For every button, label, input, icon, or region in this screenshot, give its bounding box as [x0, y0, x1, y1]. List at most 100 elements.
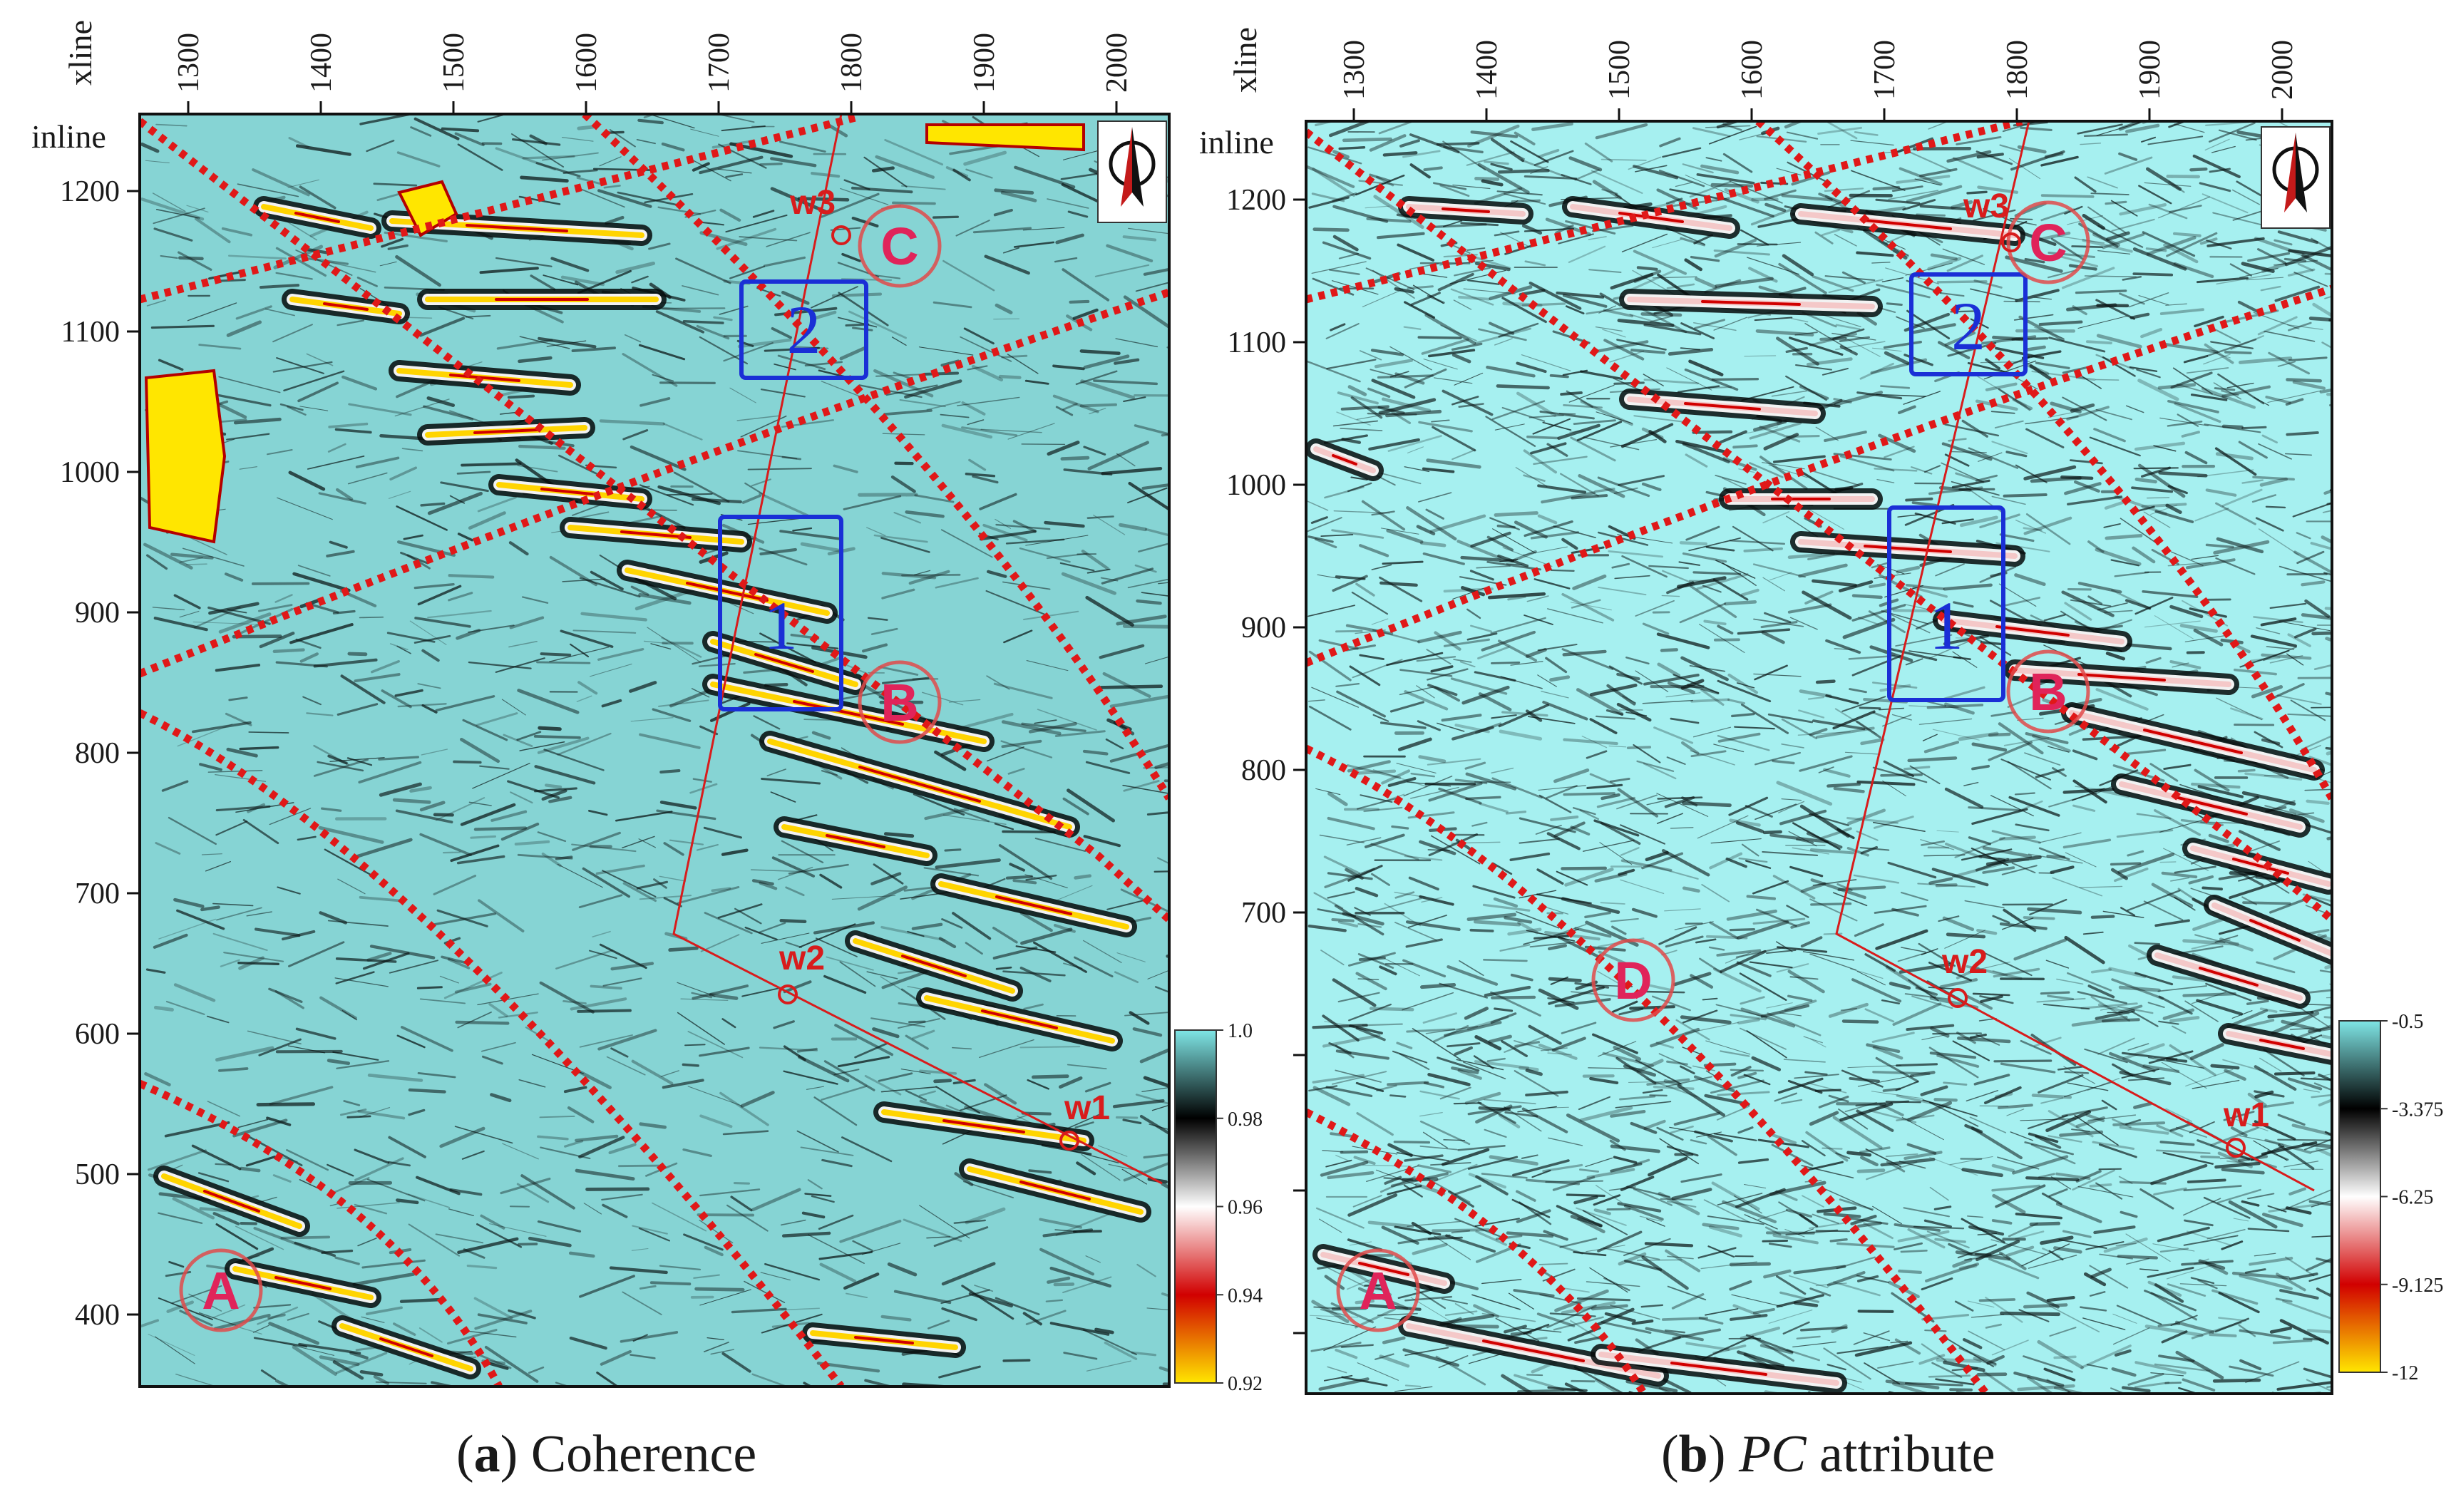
texture-streak	[478, 899, 525, 932]
texture-streak	[1308, 196, 1350, 209]
texture-streak	[2172, 662, 2189, 668]
well-trajectory	[1835, 121, 2315, 1192]
texture-streak	[1970, 318, 1989, 329]
texture-streak	[1494, 230, 1520, 237]
texture-streak	[257, 1306, 299, 1325]
texture-streak	[496, 339, 553, 350]
texture-streak	[1419, 1146, 1458, 1151]
texture-streak	[1335, 1154, 1351, 1162]
texture-streak	[2006, 1109, 2025, 1116]
texture-streak	[1584, 142, 1613, 163]
texture-streak	[2080, 1306, 2107, 1312]
texture-streak	[1576, 688, 1624, 716]
texture-streak	[1397, 737, 1432, 751]
texture-streak	[1976, 928, 1998, 935]
texture-streak	[2328, 319, 2332, 322]
texture-streak	[2321, 535, 2332, 544]
texture-streak	[1988, 1258, 2040, 1280]
texture-streak	[2125, 123, 2160, 133]
texture-streak	[1690, 750, 1735, 766]
texture-streak	[1793, 1265, 1846, 1275]
texture-streak	[1779, 1012, 1802, 1017]
texture-streak	[1899, 962, 1953, 974]
texture-streak	[1564, 1382, 1591, 1394]
texture-streak	[1899, 167, 1943, 186]
texture-streak	[1759, 456, 1808, 490]
texture-streak	[2095, 379, 2120, 381]
texture-streak	[456, 855, 505, 865]
texture-streak	[700, 934, 740, 952]
texture-streak	[1499, 729, 1543, 741]
texture-streak	[1447, 965, 1499, 986]
texture-streak	[225, 712, 252, 726]
texture-streak	[2158, 196, 2211, 219]
texture-streak	[1731, 712, 1755, 718]
texture-streak	[1705, 935, 1748, 940]
texture-streak	[2050, 237, 2085, 261]
texture-streak	[956, 396, 1020, 406]
texture-streak	[2304, 788, 2332, 791]
texture-streak	[2086, 1364, 2108, 1369]
texture-streak	[1324, 1275, 1345, 1290]
texture-streak	[2208, 833, 2229, 843]
lineament-center	[1670, 1362, 1767, 1376]
texture-streak	[1418, 421, 1473, 433]
texture-streak	[327, 443, 346, 453]
texture-streak	[1713, 1133, 1757, 1141]
inline-tick-label: 900	[1241, 612, 1286, 644]
texture-streak	[1327, 791, 1348, 806]
texture-streak	[1736, 961, 1772, 977]
texture-streak	[1802, 1195, 1824, 1208]
texture-streak	[1412, 1028, 1461, 1060]
texture-streak	[287, 406, 307, 416]
texture-streak	[1320, 1308, 1346, 1317]
texture-streak	[1942, 916, 1975, 932]
texture-streak	[1499, 944, 1531, 952]
texture-streak	[2141, 503, 2187, 508]
texture-streak	[1509, 852, 1551, 862]
texture-streak	[1611, 925, 1627, 935]
texture-streak	[1510, 661, 1543, 666]
north-arrow-icon	[2261, 126, 2331, 229]
texture-streak	[339, 1109, 367, 1116]
texture-streak	[341, 375, 378, 391]
colorbar	[2338, 1020, 2381, 1373]
texture-streak	[2244, 1268, 2266, 1274]
texture-streak	[1539, 1294, 1582, 1305]
texture-streak	[2075, 1170, 2102, 1183]
texture-streak	[1646, 1218, 1665, 1227]
texture-streak	[739, 236, 798, 242]
texture-streak	[1082, 749, 1109, 756]
texture-streak	[1818, 766, 1834, 773]
texture-streak	[1795, 364, 1832, 371]
texture-streak	[1951, 480, 2000, 496]
texture-streak	[1975, 858, 2010, 872]
texture-streak	[153, 933, 188, 949]
texture-streak	[606, 1056, 646, 1076]
texture-streak	[907, 930, 925, 937]
texture-streak	[1510, 140, 1549, 163]
texture-streak	[1134, 564, 1157, 573]
texture-streak	[272, 648, 305, 654]
texture-streak	[2188, 875, 2214, 885]
texture-streak	[2034, 326, 2065, 339]
texture-streak	[1724, 600, 1757, 606]
texture-streak	[1559, 473, 1599, 497]
texture-streak	[356, 838, 413, 858]
texture-streak	[536, 661, 591, 664]
texture-streak	[1034, 838, 1086, 852]
texture-streak	[226, 433, 270, 441]
texture-streak	[1049, 1322, 1110, 1336]
texture-streak	[1778, 801, 1805, 813]
texture-streak	[1665, 935, 1704, 948]
texture-streak	[2050, 401, 2082, 414]
texture-streak	[703, 826, 743, 839]
lineament-center	[1995, 625, 2070, 637]
texture-streak	[1443, 1139, 1466, 1141]
texture-streak	[1856, 970, 1886, 986]
texture-streak	[851, 326, 873, 331]
texture-streak	[2173, 262, 2214, 279]
texture-streak	[2021, 350, 2062, 359]
xline-tick-label: 1900	[2134, 40, 2167, 100]
texture-streak	[226, 747, 258, 758]
